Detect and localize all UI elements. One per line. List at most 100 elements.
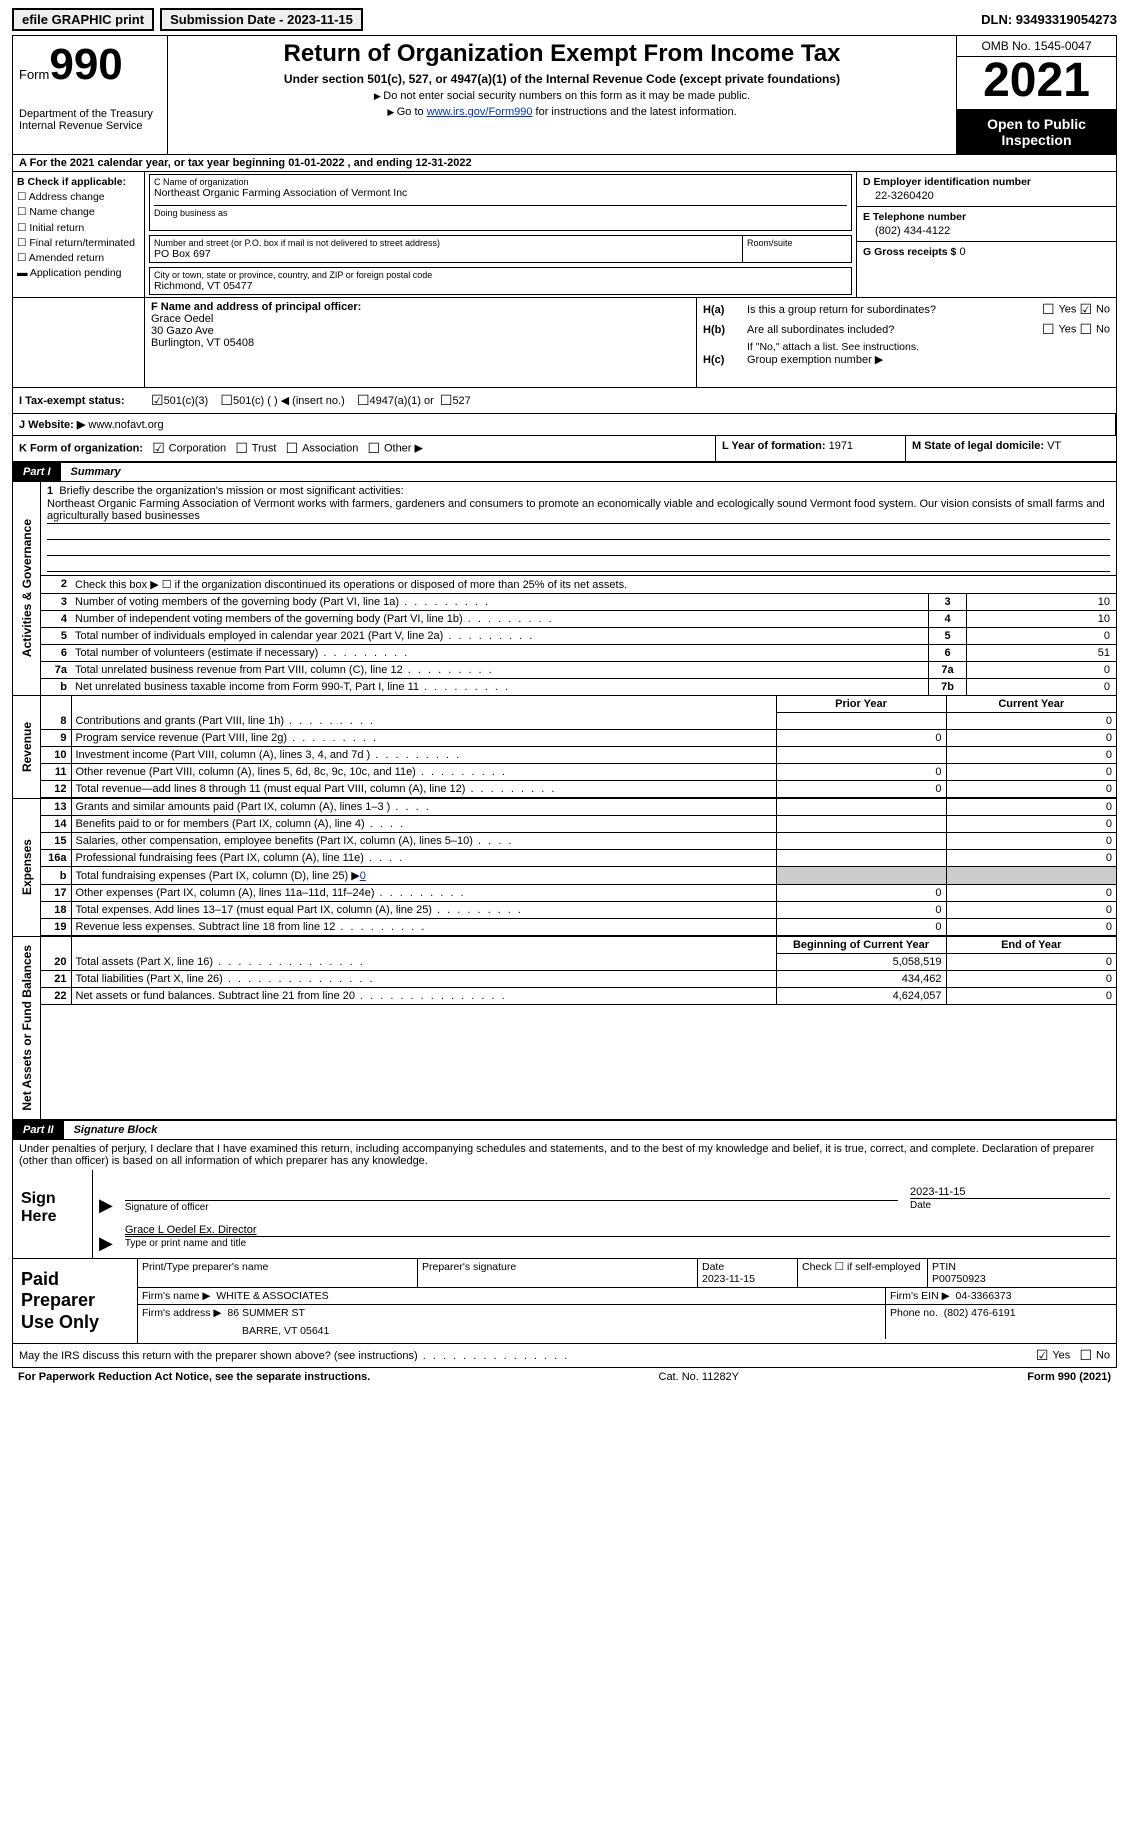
val: 51 bbox=[966, 645, 1116, 661]
ha-yes[interactable]: Yes No bbox=[1042, 301, 1110, 318]
chk-527[interactable] bbox=[440, 392, 453, 409]
fin-row-16a: 16a Professional fundraising fees (Part … bbox=[41, 850, 1116, 867]
chk-corp[interactable] bbox=[152, 442, 168, 454]
signature-intro: Under penalties of perjury, I declare th… bbox=[12, 1140, 1117, 1170]
discuss-checks[interactable]: Yes No bbox=[1036, 1347, 1110, 1364]
box: 3 bbox=[928, 594, 966, 610]
header-left: Form990 Department of the Treasury Inter… bbox=[13, 36, 168, 154]
prep-row-3: Firm's address ▶ 86 SUMMER ST BARRE, VT … bbox=[138, 1305, 1116, 1339]
sig-date-field: 2023-11-15 Date bbox=[910, 1186, 1110, 1214]
chk-final-return[interactable]: Final return/terminated bbox=[17, 236, 140, 251]
discuss-no: No bbox=[1096, 1350, 1110, 1362]
16b-value: 0 bbox=[360, 870, 366, 882]
fin-row-8: 8 Contributions and grants (Part VIII, l… bbox=[41, 713, 1116, 730]
footer-right: Form 990 (2021) bbox=[1027, 1371, 1111, 1383]
fin-row-20: 20 Total assets (Part X, line 16) 5,058,… bbox=[41, 954, 1116, 971]
street-label: Number and street (or P.O. box if mail i… bbox=[154, 238, 738, 248]
form-note-2: Go to www.irs.gov/Form990 for instructio… bbox=[176, 106, 948, 118]
prior-year-header: Prior Year bbox=[776, 696, 946, 713]
fin-row-9: 9 Program service revenue (Part VIII, li… bbox=[41, 730, 1116, 747]
phone-label: E Telephone number bbox=[863, 211, 1110, 223]
num: 18 bbox=[41, 902, 71, 919]
num: 6 bbox=[41, 645, 71, 661]
fin-row-18: 18 Total expenses. Add lines 13–17 (must… bbox=[41, 902, 1116, 919]
16b-curr-shade bbox=[946, 867, 1116, 885]
open-inspection: Open to Public Inspection bbox=[957, 110, 1116, 154]
chk-amended-return[interactable]: Amended return bbox=[17, 251, 140, 266]
officer-addr1: 30 Gazo Ave bbox=[151, 325, 690, 337]
form-title: Return of Organization Exempt From Incom… bbox=[176, 40, 948, 68]
chk-trust[interactable] bbox=[235, 442, 251, 454]
txt: Professional fundraising fees (Part IX, … bbox=[71, 850, 776, 867]
ptin-val: P00750923 bbox=[932, 1273, 1112, 1285]
chk-other[interactable] bbox=[368, 442, 384, 454]
tab-net-label: Net Assets or Fund Balances bbox=[20, 937, 34, 1119]
efile-print-button[interactable]: efile GRAPHIC print bbox=[12, 8, 154, 31]
box: 5 bbox=[928, 628, 966, 644]
txt: Other expenses (Part IX, column (A), lin… bbox=[71, 885, 776, 902]
firm-name-cell: Firm's name ▶ WHITE & ASSOCIATES bbox=[138, 1288, 886, 1304]
page-footer: For Paperwork Reduction Act Notice, see … bbox=[12, 1368, 1117, 1386]
curr-year-header: Current Year bbox=[946, 696, 1116, 713]
org-name-box: C Name of organization Northeast Organic… bbox=[149, 174, 852, 231]
prior: 0 bbox=[776, 781, 946, 798]
box: 4 bbox=[928, 611, 966, 627]
firm-phone-cell: Phone no. (802) 476-6191 bbox=[886, 1305, 1116, 1339]
paid-preparer-block: Paid Preparer Use Only Print/Type prepar… bbox=[12, 1259, 1117, 1345]
hb-text: Are all subordinates included? bbox=[747, 324, 1042, 336]
prep-name-cell: Print/Type preparer's name bbox=[138, 1259, 418, 1287]
val: 10 bbox=[966, 611, 1116, 627]
chk-name-change[interactable]: Name change bbox=[17, 205, 140, 220]
chk-501c[interactable] bbox=[220, 392, 233, 409]
paid-preparer-label: Paid Preparer Use Only bbox=[13, 1259, 138, 1344]
j-label: J Website: ▶ bbox=[19, 419, 85, 431]
prep-self-cell[interactable]: Check ☐ if self-employed bbox=[798, 1259, 928, 1287]
submission-date-button[interactable]: Submission Date - 2023-11-15 bbox=[160, 8, 363, 31]
revenue-table: Prior Year Current Year 8 Contributions … bbox=[41, 696, 1116, 798]
chk-501c3[interactable] bbox=[151, 392, 164, 409]
curr: 0 bbox=[946, 988, 1116, 1005]
num: 17 bbox=[41, 885, 71, 902]
fin-row-19: 19 Revenue less expenses. Subtract line … bbox=[41, 919, 1116, 936]
txt: Salaries, other compensation, employee b… bbox=[71, 833, 776, 850]
txt: Number of independent voting members of … bbox=[71, 611, 928, 627]
opt-501c: 501(c) ( ) ◀ (insert no.) bbox=[233, 394, 345, 407]
box: 7a bbox=[928, 662, 966, 678]
room-label: Room/suite bbox=[747, 238, 847, 248]
city-box: City or town, state or province, country… bbox=[149, 267, 852, 295]
firm-name-val: WHITE & ASSOCIATES bbox=[216, 1290, 328, 1302]
chk-assoc[interactable] bbox=[286, 442, 302, 454]
column-b: B Check if applicable: Address change Na… bbox=[13, 172, 145, 297]
part-1-label: Part I bbox=[13, 463, 61, 481]
h-a-row: H(a) Is this a group return for subordin… bbox=[703, 301, 1110, 318]
txt: Total revenue—add lines 8 through 11 (mu… bbox=[71, 781, 776, 798]
chk-4947[interactable] bbox=[357, 392, 370, 409]
mission-label: Briefly describe the organization's miss… bbox=[59, 485, 403, 497]
dba-label: Doing business as bbox=[154, 205, 847, 218]
txt: Net unrelated business taxable income fr… bbox=[71, 679, 928, 695]
num: 20 bbox=[41, 954, 71, 971]
sig-name-val: Grace L Oedel Ex. Director bbox=[125, 1224, 1110, 1236]
hb-yes[interactable]: Yes No bbox=[1042, 321, 1110, 338]
gov-row-6: 6 Total number of volunteers (estimate i… bbox=[41, 645, 1116, 662]
gov-row-5: 5 Total number of individuals employed i… bbox=[41, 628, 1116, 645]
rev-header-row: Prior Year Current Year bbox=[41, 696, 1116, 713]
i-label: I Tax-exempt status: bbox=[19, 395, 151, 407]
prior: 0 bbox=[776, 764, 946, 781]
h-c-row: H(c) Group exemption number ▶ bbox=[703, 353, 1110, 366]
topbar: efile GRAPHIC print Submission Date - 20… bbox=[12, 8, 1117, 31]
line-1-mission: 1 Briefly describe the organization's mi… bbox=[41, 482, 1116, 575]
chk-address-change[interactable]: Address change bbox=[17, 190, 140, 205]
part-1-title: Summary bbox=[61, 463, 1116, 481]
sig-name-field: Grace L Oedel Ex. Director Type or print… bbox=[125, 1224, 1110, 1252]
num: 19 bbox=[41, 919, 71, 936]
irs-link[interactable]: www.irs.gov/Form990 bbox=[427, 106, 533, 118]
city-label: City or town, state or province, country… bbox=[154, 270, 847, 280]
tab-rev-label: Revenue bbox=[20, 714, 34, 780]
chk-application-pending[interactable]: ▬ Application pending bbox=[17, 266, 140, 281]
chk-initial-return[interactable]: Initial return bbox=[17, 221, 140, 236]
mission-blank-1 bbox=[47, 524, 1110, 540]
street-value: PO Box 697 bbox=[154, 248, 738, 260]
section-fgh: F Name and address of principal officer:… bbox=[12, 298, 1117, 388]
yes-label: Yes bbox=[1058, 303, 1076, 315]
